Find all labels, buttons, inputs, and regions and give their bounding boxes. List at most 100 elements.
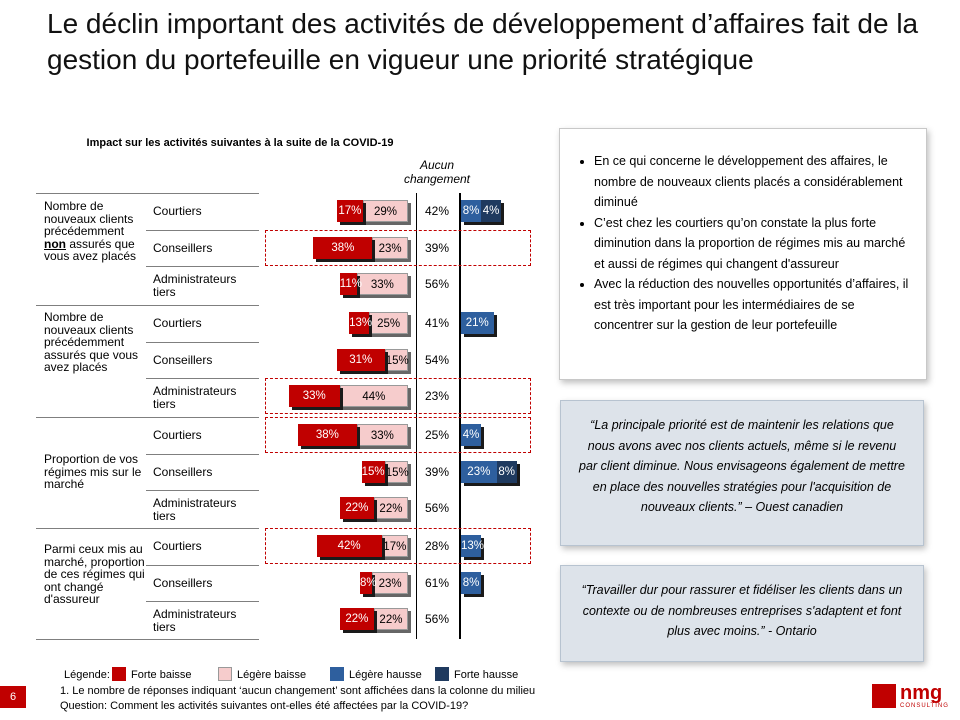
category-label-1: Nombre de nouveaux clients précédemment … xyxy=(44,200,148,263)
nmg-logo: nmg CONSULTING xyxy=(872,682,948,712)
bar-forte-baisse: 22% xyxy=(339,608,374,630)
group-label: Courtiers xyxy=(153,316,202,330)
bar-legere-baisse: 23% xyxy=(372,572,408,594)
bar-legere-baisse: 33% xyxy=(356,424,408,446)
bar-forte-baisse: 17% xyxy=(336,200,364,222)
legend-swatch-legere-hausse xyxy=(330,667,344,681)
table-rule xyxy=(36,417,259,418)
table-rule xyxy=(146,565,259,566)
legend-swatch-legere-baisse xyxy=(218,667,232,681)
bar-legere-hausse: 23% xyxy=(461,461,497,483)
no-change-value: 61% xyxy=(424,576,450,590)
table-rule xyxy=(146,266,259,267)
logo-text: nmg xyxy=(900,682,943,704)
legend-label: Forte hausse xyxy=(454,669,519,681)
bar-legere-baisse: 15% xyxy=(384,461,409,483)
no-change-value: 56% xyxy=(424,277,450,291)
table-rule xyxy=(146,342,259,343)
no-change-value: 28% xyxy=(424,539,450,553)
quote-text-1: “La principale priorité est de maintenir… xyxy=(579,418,905,514)
bar-legere-hausse: 8% xyxy=(461,200,481,222)
quote-text-2: “Travailler dur pour rassurer et fidélis… xyxy=(581,583,903,638)
logo-mark-icon xyxy=(872,684,896,708)
bar-forte-hausse: 8% xyxy=(496,461,517,483)
no-change-value: 23% xyxy=(424,389,450,403)
bar-legere-hausse: 4% xyxy=(461,424,481,446)
legend-title: Légende: xyxy=(64,669,110,681)
bar-forte-baisse: 11% xyxy=(339,273,362,295)
bar-legere-baisse: 25% xyxy=(369,312,408,334)
bar-forte-baisse: 13% xyxy=(349,312,372,334)
no-change-value: 42% xyxy=(424,204,450,218)
highlight-box xyxy=(265,528,531,564)
bar-forte-baisse: 42% xyxy=(316,535,382,557)
bar-legere-baisse: 44% xyxy=(339,385,408,407)
no-change-value: 56% xyxy=(424,612,450,626)
no-change-value: 25% xyxy=(424,428,450,442)
table-rule xyxy=(146,378,259,379)
bar-forte-baisse: 38% xyxy=(297,424,357,446)
no-change-value: 39% xyxy=(424,241,450,255)
group-label: Conseillers xyxy=(153,241,213,255)
group-label: Conseillers xyxy=(153,353,213,367)
table-rule xyxy=(36,305,259,306)
group-label: Administrateurs tiers xyxy=(153,384,237,411)
bar-legere-baisse: 33% xyxy=(356,273,408,295)
bar-legere-hausse: 21% xyxy=(461,312,494,334)
bar-forte-baisse: 15% xyxy=(361,461,385,483)
table-rule xyxy=(36,528,259,529)
bar-forte-baisse: 31% xyxy=(336,349,385,371)
quote-box-2: “Travailler dur pour rassurer et fidélis… xyxy=(560,565,924,662)
category-label-3: Proportion de vos régimes mis sur le mar… xyxy=(44,452,142,491)
group-label: Courtiers xyxy=(153,204,202,218)
table-rule xyxy=(36,639,259,640)
bar-legere-baisse: 17% xyxy=(381,535,408,557)
finding-item: En ce qui concerne le développement des … xyxy=(594,151,912,213)
chart-title: Impact sur les activités suivantes à la … xyxy=(86,137,394,149)
category-label-4: Parmi ceux mis au marché, proportion de … xyxy=(44,542,145,606)
category-text: Nombre de nouveaux clients précédemment … xyxy=(44,199,137,263)
no-change-value: 56% xyxy=(424,501,450,515)
table-rule xyxy=(146,230,259,231)
bar-forte-baisse: 38% xyxy=(313,237,373,259)
question-note: Question: Comment les activités suivante… xyxy=(60,700,469,712)
table-rule xyxy=(146,490,259,491)
key-findings-panel: En ce qui concerne le développement des … xyxy=(559,128,927,380)
legend-swatch-forte-hausse xyxy=(435,667,449,681)
bar-legere-baisse: 29% xyxy=(363,200,408,222)
footnote: 1. Le nombre de réponses indiquant ‘aucu… xyxy=(60,685,536,697)
finding-item: C’est chez les courtiers qu’on constate … xyxy=(594,213,912,275)
bar-legere-baisse: 22% xyxy=(373,608,408,630)
bar-forte-baisse: 22% xyxy=(339,497,374,519)
legend-swatch-forte-baisse xyxy=(112,667,126,681)
no-change-value: 41% xyxy=(424,316,450,330)
bar-legere-hausse: 8% xyxy=(461,572,481,594)
group-label: Conseillers xyxy=(153,465,213,479)
no-change-column-header: Aucun changement xyxy=(403,158,471,186)
key-findings-list: En ce qui concerne le développement des … xyxy=(576,151,912,336)
table-rule xyxy=(36,193,259,194)
table-rule xyxy=(146,601,259,602)
page-title: Le déclin important des activités de dév… xyxy=(47,8,919,75)
bar-forte-baisse: 33% xyxy=(288,385,340,407)
no-change-column xyxy=(416,193,460,639)
group-label: Conseillers xyxy=(153,576,213,590)
group-label: Administrateurs tiers xyxy=(153,272,237,299)
group-label: Courtiers xyxy=(153,428,202,442)
bar-legere-baisse: 15% xyxy=(384,349,409,371)
zero-axis xyxy=(460,193,461,639)
highlight-box xyxy=(265,378,531,414)
bar-legere-hausse: 13% xyxy=(461,535,484,557)
legend-label: Légère hausse xyxy=(349,669,422,681)
category-label-2: Nombre de nouveaux clients précédemment … xyxy=(44,310,139,374)
legend-label: Forte baisse xyxy=(131,669,192,681)
bar-legere-baisse: 22% xyxy=(373,497,408,519)
table-rule xyxy=(146,454,259,455)
logo-subtext: CONSULTING xyxy=(900,703,949,709)
group-label: Administrateurs tiers xyxy=(153,607,237,634)
highlight-box xyxy=(265,230,531,266)
highlight-box xyxy=(265,417,531,453)
bar-forte-baisse: 8% xyxy=(359,572,377,594)
no-change-value: 54% xyxy=(424,353,450,367)
no-change-value: 39% xyxy=(424,465,450,479)
